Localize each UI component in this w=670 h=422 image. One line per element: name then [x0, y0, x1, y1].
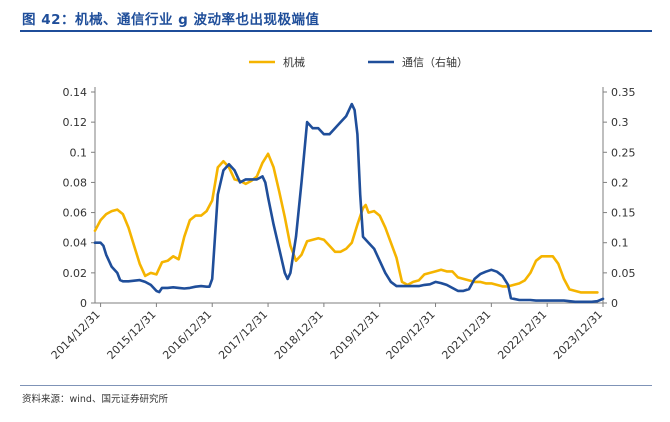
legend-label: 机械: [283, 55, 305, 69]
x-tick-label: 2023/12/31: [551, 308, 605, 362]
left-tick-label: 0.04: [63, 237, 88, 250]
left-tick-label: 0.1: [70, 146, 88, 159]
x-tick-label: 2018/12/31: [272, 308, 326, 362]
x-tick-label: 2015/12/31: [105, 308, 159, 362]
right-tick-label: 0.05: [611, 267, 636, 280]
x-tick-label: 2017/12/31: [216, 308, 270, 362]
series-line-tongxin: [93, 102, 605, 304]
line-chart: 0 0.02 0.04 0.06 0.08 0.1 0.12 0.14 0 0.05 0.1 0.15…: [49, 55, 636, 362]
chart-axes: 0 0.02 0.04 0.06 0.08 0.1 0.12 0.14 0 0.05 0.1 0.15…: [49, 86, 636, 362]
left-tick-label: 0.08: [63, 176, 88, 189]
right-tick-label: 0.15: [611, 207, 636, 220]
left-tick-label: 0.02: [63, 267, 88, 280]
left-tick-label: 0.14: [63, 86, 88, 99]
x-tick-label: 2016/12/31: [160, 308, 214, 362]
right-tick-label: 0.25: [611, 146, 636, 159]
left-tick-label: 0.12: [63, 116, 88, 129]
right-tick-label: 0: [611, 297, 618, 310]
x-tick-label: 2022/12/31: [495, 308, 549, 362]
figure-title: 图 42：机械、通信行业 g 波动率也出现极端值: [22, 12, 320, 28]
series-line-jixie: [93, 152, 599, 294]
x-tick-label: 2020/12/31: [384, 308, 438, 362]
chart-legend: 机械 通信（右轴）: [249, 55, 468, 69]
left-tick-label: 0.06: [63, 207, 88, 220]
source-note: 资料来源：wind、国元证券研究所: [22, 394, 168, 405]
title-rule: [20, 30, 652, 32]
right-tick-label: 0.2: [611, 176, 629, 189]
x-tick-label: 2019/12/31: [328, 308, 382, 362]
legend-label: 通信（右轴）: [402, 55, 468, 69]
source-rule: [20, 385, 652, 386]
chart-series: [93, 102, 605, 304]
right-tick-label: 0.1: [611, 237, 629, 250]
right-tick-label: 0.3: [611, 116, 629, 129]
right-tick-label: 0.35: [611, 86, 636, 99]
left-tick-label: 0: [80, 297, 87, 310]
x-tick-label: 2014/12/31: [49, 308, 103, 362]
x-tick-label: 2021/12/31: [439, 308, 493, 362]
